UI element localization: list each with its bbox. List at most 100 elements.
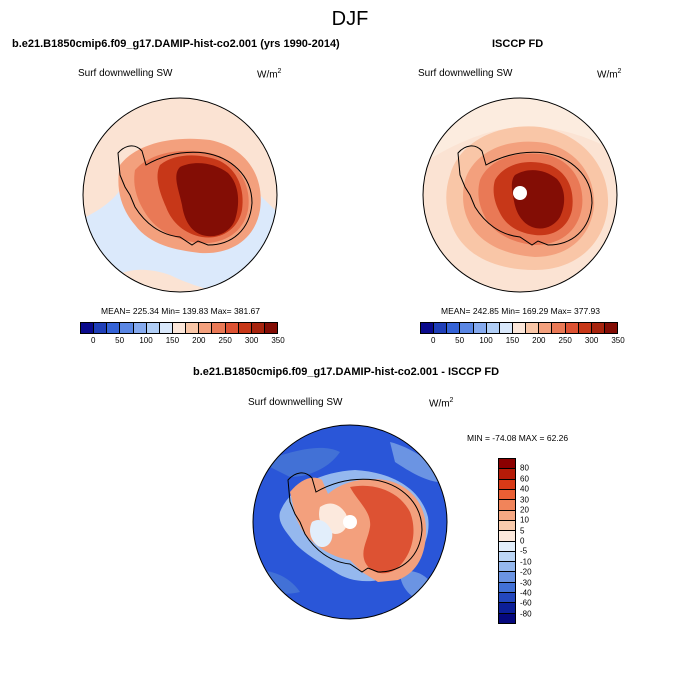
panel2-pole-hole <box>513 186 527 200</box>
colorbar-swatch <box>159 323 173 333</box>
colorbar-swatch <box>199 323 213 333</box>
colorbar-swatch <box>473 323 487 333</box>
colorbar-tick-label: 350 <box>611 336 625 345</box>
colorbar-tick-label: 300 <box>244 336 259 345</box>
colorbar-swatch <box>499 593 515 604</box>
colorbar-tick-label: -20 <box>520 567 532 577</box>
panel3-variable-label: Surf downwelling SW <box>248 397 343 408</box>
colorbar-swatch <box>552 323 566 333</box>
colorbar-tick-label: 200 <box>532 336 546 345</box>
colorbar-swatch <box>499 489 515 501</box>
colorbar-swatch <box>94 323 108 333</box>
panel2-colorbar-ticks: 0 50 100 150 200 250 300 350 <box>420 336 625 348</box>
panel1-map <box>82 97 278 293</box>
colorbar-swatch <box>591 323 605 333</box>
colorbar-tick-label: 100 <box>139 336 153 345</box>
panel1-stats: MEAN= 225.34 Min= 139.83 Max= 381.67 <box>101 306 261 316</box>
colorbar-swatch <box>499 582 515 594</box>
panel3-units: W/m2 <box>429 397 454 410</box>
colorbar-tick-label: -30 <box>520 578 532 587</box>
colorbar-tick-label: 350 <box>271 336 285 345</box>
colorbar-swatch <box>81 323 95 333</box>
panel3-colorbar-ticks: 80 60 40 30 20 10 5 0 -5 -10 -20 -30 -40 -60 -80 <box>520 458 560 622</box>
colorbar-swatch <box>107 323 121 333</box>
panel3-map <box>252 424 448 620</box>
panel2-map <box>422 97 618 293</box>
colorbar-swatch <box>172 323 187 333</box>
colorbar-swatch <box>499 531 515 542</box>
colorbar-swatch <box>146 323 160 333</box>
colorbar-tick-label: 5 <box>520 526 525 536</box>
colorbar-swatch <box>499 551 515 563</box>
colorbar-tick-label: -10 <box>520 557 532 567</box>
colorbar-tick-label: -40 <box>520 588 532 598</box>
colorbar-tick-label: -5 <box>520 546 528 556</box>
panel1-colorbar <box>80 322 278 334</box>
colorbar-tick-label: 50 <box>115 336 125 345</box>
colorbar-swatch <box>460 323 474 333</box>
colorbar-tick-label: -60 <box>520 598 532 608</box>
panel2-units: W/m2 <box>597 68 622 81</box>
colorbar-swatch <box>499 500 515 511</box>
colorbar-swatch <box>133 323 147 333</box>
colorbar-tick-label: 0 <box>90 336 96 345</box>
colorbar-swatch <box>421 323 435 333</box>
colorbar-tick-label: 10 <box>520 515 529 525</box>
colorbar-swatch <box>499 323 513 333</box>
colorbar-swatch <box>447 323 461 333</box>
colorbar-tick-label: 0 <box>520 536 525 546</box>
panel1-coastline <box>117 145 253 246</box>
colorbar-swatch <box>499 603 515 614</box>
panel2-colorbar <box>420 322 618 334</box>
colorbar-swatch <box>499 510 515 521</box>
panel2-coastline <box>457 145 593 246</box>
colorbar-tick-label: 100 <box>479 336 493 345</box>
colorbar-tick-label: 150 <box>505 336 520 345</box>
colorbar-swatch <box>264 323 278 333</box>
panel3-colorbar <box>498 458 516 624</box>
panel1-colorbar-ticks: 0 50 100 150 200 250 300 350 <box>80 336 285 348</box>
colorbar-tick-label: 300 <box>584 336 599 345</box>
colorbar-tick-label: 150 <box>165 336 180 345</box>
colorbar-tick-label: 20 <box>520 505 529 515</box>
colorbar-swatch <box>434 323 448 333</box>
colorbar-tick-label: 40 <box>520 484 529 494</box>
colorbar-swatch <box>225 323 239 333</box>
panel2-variable-label: Surf downwelling SW <box>418 68 513 79</box>
panel3-title: b.e21.B1850cmip6.f09_g17.DAMIP-hist-co2.… <box>193 366 500 378</box>
panel1-ocean-mid <box>83 98 277 220</box>
colorbar-swatch <box>238 323 252 333</box>
colorbar-swatch <box>186 323 200 333</box>
panel2-contour-5 <box>511 170 565 229</box>
colorbar-swatch <box>212 323 226 333</box>
colorbar-tick-label: -80 <box>520 609 532 619</box>
colorbar-swatch <box>499 541 515 552</box>
colorbar-swatch <box>499 479 515 490</box>
colorbar-swatch <box>499 520 515 532</box>
colorbar-swatch <box>499 572 515 583</box>
figure-title: DJF <box>331 8 369 30</box>
colorbar-swatch <box>539 323 553 333</box>
colorbar-swatch <box>499 613 515 623</box>
panel1-contour-4 <box>176 163 239 237</box>
colorbar-swatch <box>499 562 515 573</box>
colorbar-swatch <box>120 323 134 333</box>
colorbar-tick-label: 30 <box>520 495 529 504</box>
colorbar-tick-label: 60 <box>520 474 529 484</box>
colorbar-swatch <box>604 323 618 333</box>
panel3-pole-hole <box>343 515 357 529</box>
panel3-coastline <box>287 472 423 573</box>
colorbar-tick-label: 80 <box>520 463 529 473</box>
colorbar-swatch <box>251 323 265 333</box>
colorbar-swatch <box>499 469 515 480</box>
panel1-title: b.e21.B1850cmip6.f09_g17.DAMIP-hist-co2.… <box>12 38 340 50</box>
colorbar-swatch <box>526 323 540 333</box>
colorbar-swatch <box>486 323 500 333</box>
colorbar-swatch <box>578 323 592 333</box>
colorbar-swatch <box>512 323 527 333</box>
colorbar-tick-label: 200 <box>192 336 206 345</box>
panel3-stats: MIN = -74.08 MAX = 62.26 <box>467 433 569 443</box>
colorbar-tick-label: 250 <box>218 336 232 345</box>
panel1-variable-label: Surf downwelling SW <box>78 68 173 79</box>
colorbar-tick-label: 50 <box>455 336 465 345</box>
